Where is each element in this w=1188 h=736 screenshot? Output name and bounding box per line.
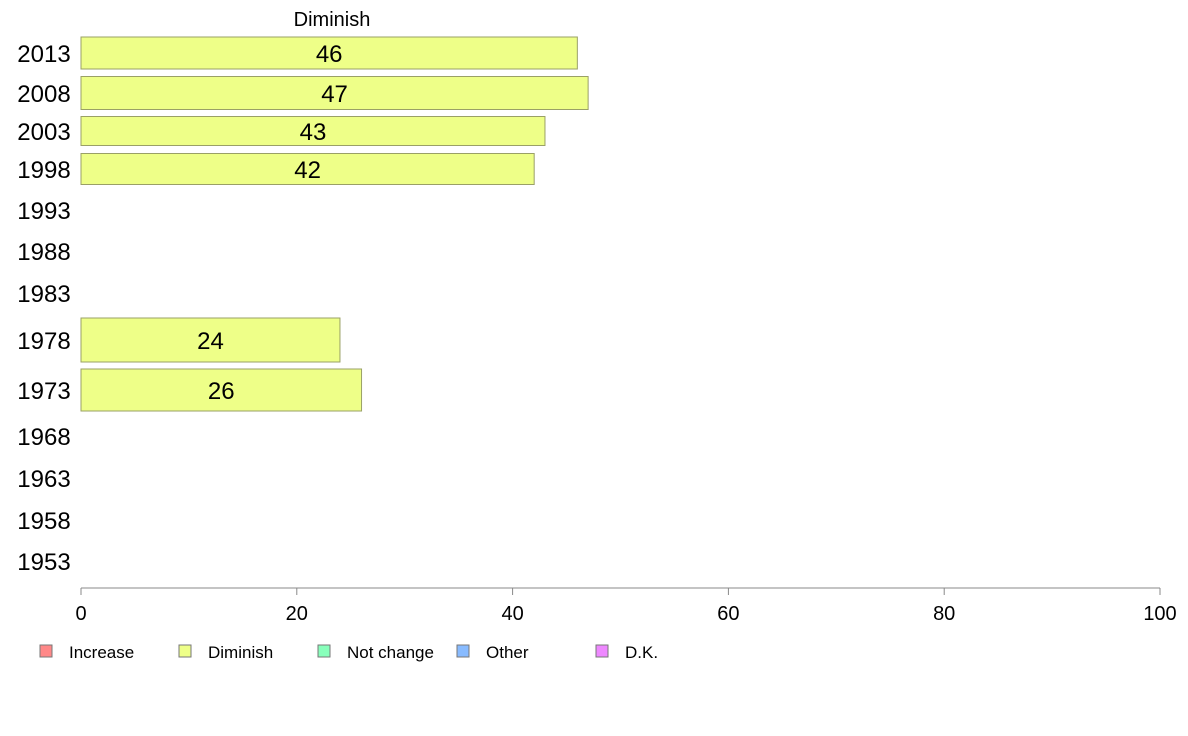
year-label: 2013 xyxy=(17,41,70,68)
x-tick-label: 60 xyxy=(717,603,739,625)
bar-diminish xyxy=(80,368,363,412)
bar-diminish xyxy=(80,116,546,146)
year-label: 1988 xyxy=(17,239,70,266)
legend-label: Other xyxy=(486,643,529,662)
year-label: 1983 xyxy=(17,281,70,308)
bar-value-label: 24 xyxy=(197,328,224,355)
legend-swatch xyxy=(178,644,192,658)
legend-label: D.K. xyxy=(625,643,658,662)
bar-diminish xyxy=(80,317,341,363)
legend-label: Increase xyxy=(69,643,134,662)
year-label: 1953 xyxy=(17,549,70,576)
year-label: 1968 xyxy=(17,424,70,451)
bars-group: 46 47 43 42 24 26 xyxy=(80,36,589,412)
legend-swatch xyxy=(317,644,331,658)
bar-value-label: 47 xyxy=(321,81,348,108)
year-label: 1973 xyxy=(17,378,70,405)
legend-swatch xyxy=(39,644,53,658)
bar-value-label: 46 xyxy=(316,41,343,68)
x-tick-label: 80 xyxy=(933,603,955,625)
x-tick-label: 0 xyxy=(75,603,86,625)
bar-diminish xyxy=(80,153,535,185)
bar-value-label: 26 xyxy=(208,378,235,405)
x-tick-label: 40 xyxy=(501,603,523,625)
legend-swatch xyxy=(595,644,609,658)
year-labels: 2013 2008 2003 1998 1993 1988 1983 1978 1973 1968… xyxy=(17,41,70,576)
year-label: 2008 xyxy=(17,81,70,108)
year-label: 1963 xyxy=(17,466,70,493)
x-tick-label: 100 xyxy=(1143,603,1176,625)
legend-label: Diminish xyxy=(208,643,273,662)
year-label: 1958 xyxy=(17,508,70,535)
year-label: 1978 xyxy=(17,328,70,355)
year-label: 1993 xyxy=(17,198,70,225)
bar-value-label: 42 xyxy=(294,157,321,184)
legend-swatch xyxy=(456,644,470,658)
year-label: 2003 xyxy=(17,119,70,146)
bar-value-label: 43 xyxy=(300,119,327,146)
legend-label: Not change xyxy=(347,643,434,662)
panel-title: Diminish xyxy=(294,9,371,31)
bar-diminish xyxy=(80,36,578,70)
legend: Increase Diminish Not change Other D.K. xyxy=(39,643,658,662)
x-tick-label: 20 xyxy=(286,603,308,625)
bar-diminish xyxy=(80,76,589,110)
year-label: 1998 xyxy=(17,157,70,184)
x-axis: 0 20 40 60 80 100 xyxy=(75,587,1177,625)
